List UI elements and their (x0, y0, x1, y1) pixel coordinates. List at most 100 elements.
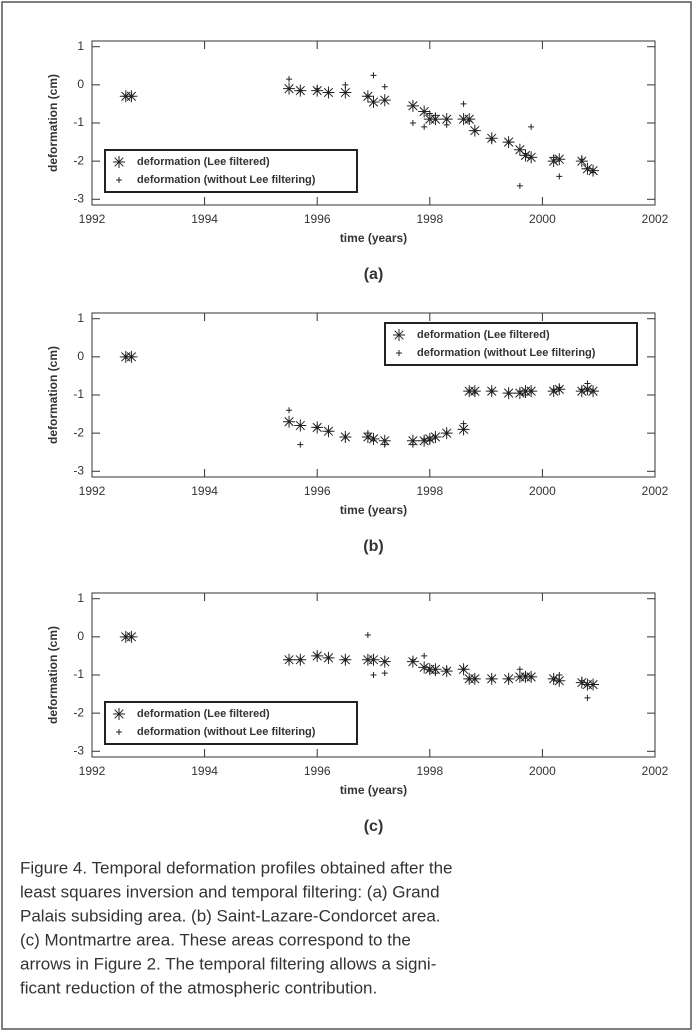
data-point (556, 384, 563, 391)
data-point (364, 631, 371, 638)
data-point (457, 423, 470, 436)
data-point (443, 121, 450, 128)
legend-marker (396, 350, 402, 356)
data-point (378, 434, 391, 447)
data-point (578, 386, 585, 393)
data-point (466, 388, 473, 395)
panel-label: (c) (364, 818, 384, 835)
data-point (339, 86, 352, 99)
data-point (406, 99, 419, 112)
data-point (364, 93, 371, 100)
data-point (432, 433, 439, 440)
data-point (409, 441, 416, 448)
data-point (525, 151, 538, 164)
x-tick-label: 2002 (642, 764, 669, 778)
data-point (128, 353, 135, 360)
data-point (128, 93, 135, 100)
x-tick-label: 1996 (304, 484, 331, 498)
data-point (578, 677, 585, 684)
y-tick-label: 1 (77, 39, 84, 53)
data-point (488, 675, 495, 682)
x-tick-label: 2002 (642, 484, 669, 498)
y-axis-label: deformation (cm) (46, 74, 60, 172)
data-point (286, 656, 293, 663)
data-point (440, 113, 453, 126)
y-tick-label: -1 (73, 115, 84, 129)
caption-line: ficant reduction of the atmospheric cont… (20, 978, 377, 997)
data-point (370, 72, 377, 79)
data-point (488, 388, 495, 395)
data-point (314, 424, 321, 431)
data-point (370, 437, 377, 444)
caption-line: Figure 4. Temporal deformation profiles … (20, 858, 453, 877)
data-point (516, 666, 523, 673)
data-point (429, 663, 442, 676)
y-axis-label: deformation (cm) (46, 346, 60, 444)
data-point (471, 127, 478, 134)
y-tick-label: 0 (77, 349, 84, 363)
data-point (426, 668, 433, 675)
y-tick-label: -2 (73, 153, 84, 167)
data-point (418, 105, 431, 118)
data-point (426, 110, 433, 117)
data-point (297, 656, 304, 663)
data-point (466, 675, 473, 682)
x-tick-label: 1992 (79, 764, 106, 778)
legend-box (104, 149, 358, 193)
x-tick-label: 2002 (642, 212, 669, 226)
legend-marker (113, 156, 125, 168)
data-point (429, 113, 442, 126)
y-tick-label: -3 (73, 463, 84, 477)
data-point (367, 96, 380, 109)
data-point (342, 433, 349, 440)
data-point (505, 675, 512, 682)
data-point (378, 94, 391, 107)
data-point (584, 165, 591, 172)
data-point (460, 666, 467, 673)
panel-label: (b) (363, 538, 383, 555)
x-tick-label: 1996 (304, 212, 331, 226)
data-point (556, 173, 563, 180)
data-point (547, 155, 560, 168)
legend-marker (116, 177, 122, 183)
data-point (128, 633, 135, 640)
caption-line: least squares inversion and temporal fil… (20, 882, 440, 901)
data-point (378, 655, 391, 668)
caption-line: Palais subsiding area. (b) Saint-Lazare-… (20, 906, 441, 925)
data-point (590, 681, 597, 688)
y-tick-label: -2 (73, 705, 84, 719)
y-tick-label: 0 (77, 77, 84, 91)
data-point (443, 430, 450, 437)
data-point (286, 407, 293, 414)
data-point (342, 81, 349, 88)
data-point (590, 169, 597, 176)
data-point (325, 428, 332, 435)
data-point (513, 143, 526, 156)
data-point (421, 435, 428, 442)
data-point (426, 437, 433, 444)
data-point (432, 112, 439, 119)
x-tick-label: 1994 (191, 212, 218, 226)
data-point (122, 633, 129, 640)
data-point (528, 673, 535, 680)
data-point (553, 674, 566, 687)
data-point (471, 390, 478, 397)
data-point (550, 675, 557, 682)
data-point (578, 156, 585, 163)
legend-box (104, 701, 358, 745)
x-tick-label: 1992 (79, 212, 106, 226)
x-tick-label: 1996 (304, 764, 331, 778)
y-tick-label: -1 (73, 387, 84, 401)
data-point (122, 353, 129, 360)
legend-label: deformation (Lee filtered) (137, 156, 270, 168)
data-point (556, 672, 563, 678)
x-axis-label: time (years) (340, 783, 407, 797)
y-tick-label: -3 (73, 191, 84, 205)
y-tick-label: 1 (77, 591, 84, 605)
data-point (505, 139, 512, 146)
legend-box (384, 322, 638, 366)
x-tick-label: 1994 (191, 484, 218, 498)
legend-marker (116, 729, 122, 735)
data-point (466, 118, 473, 125)
